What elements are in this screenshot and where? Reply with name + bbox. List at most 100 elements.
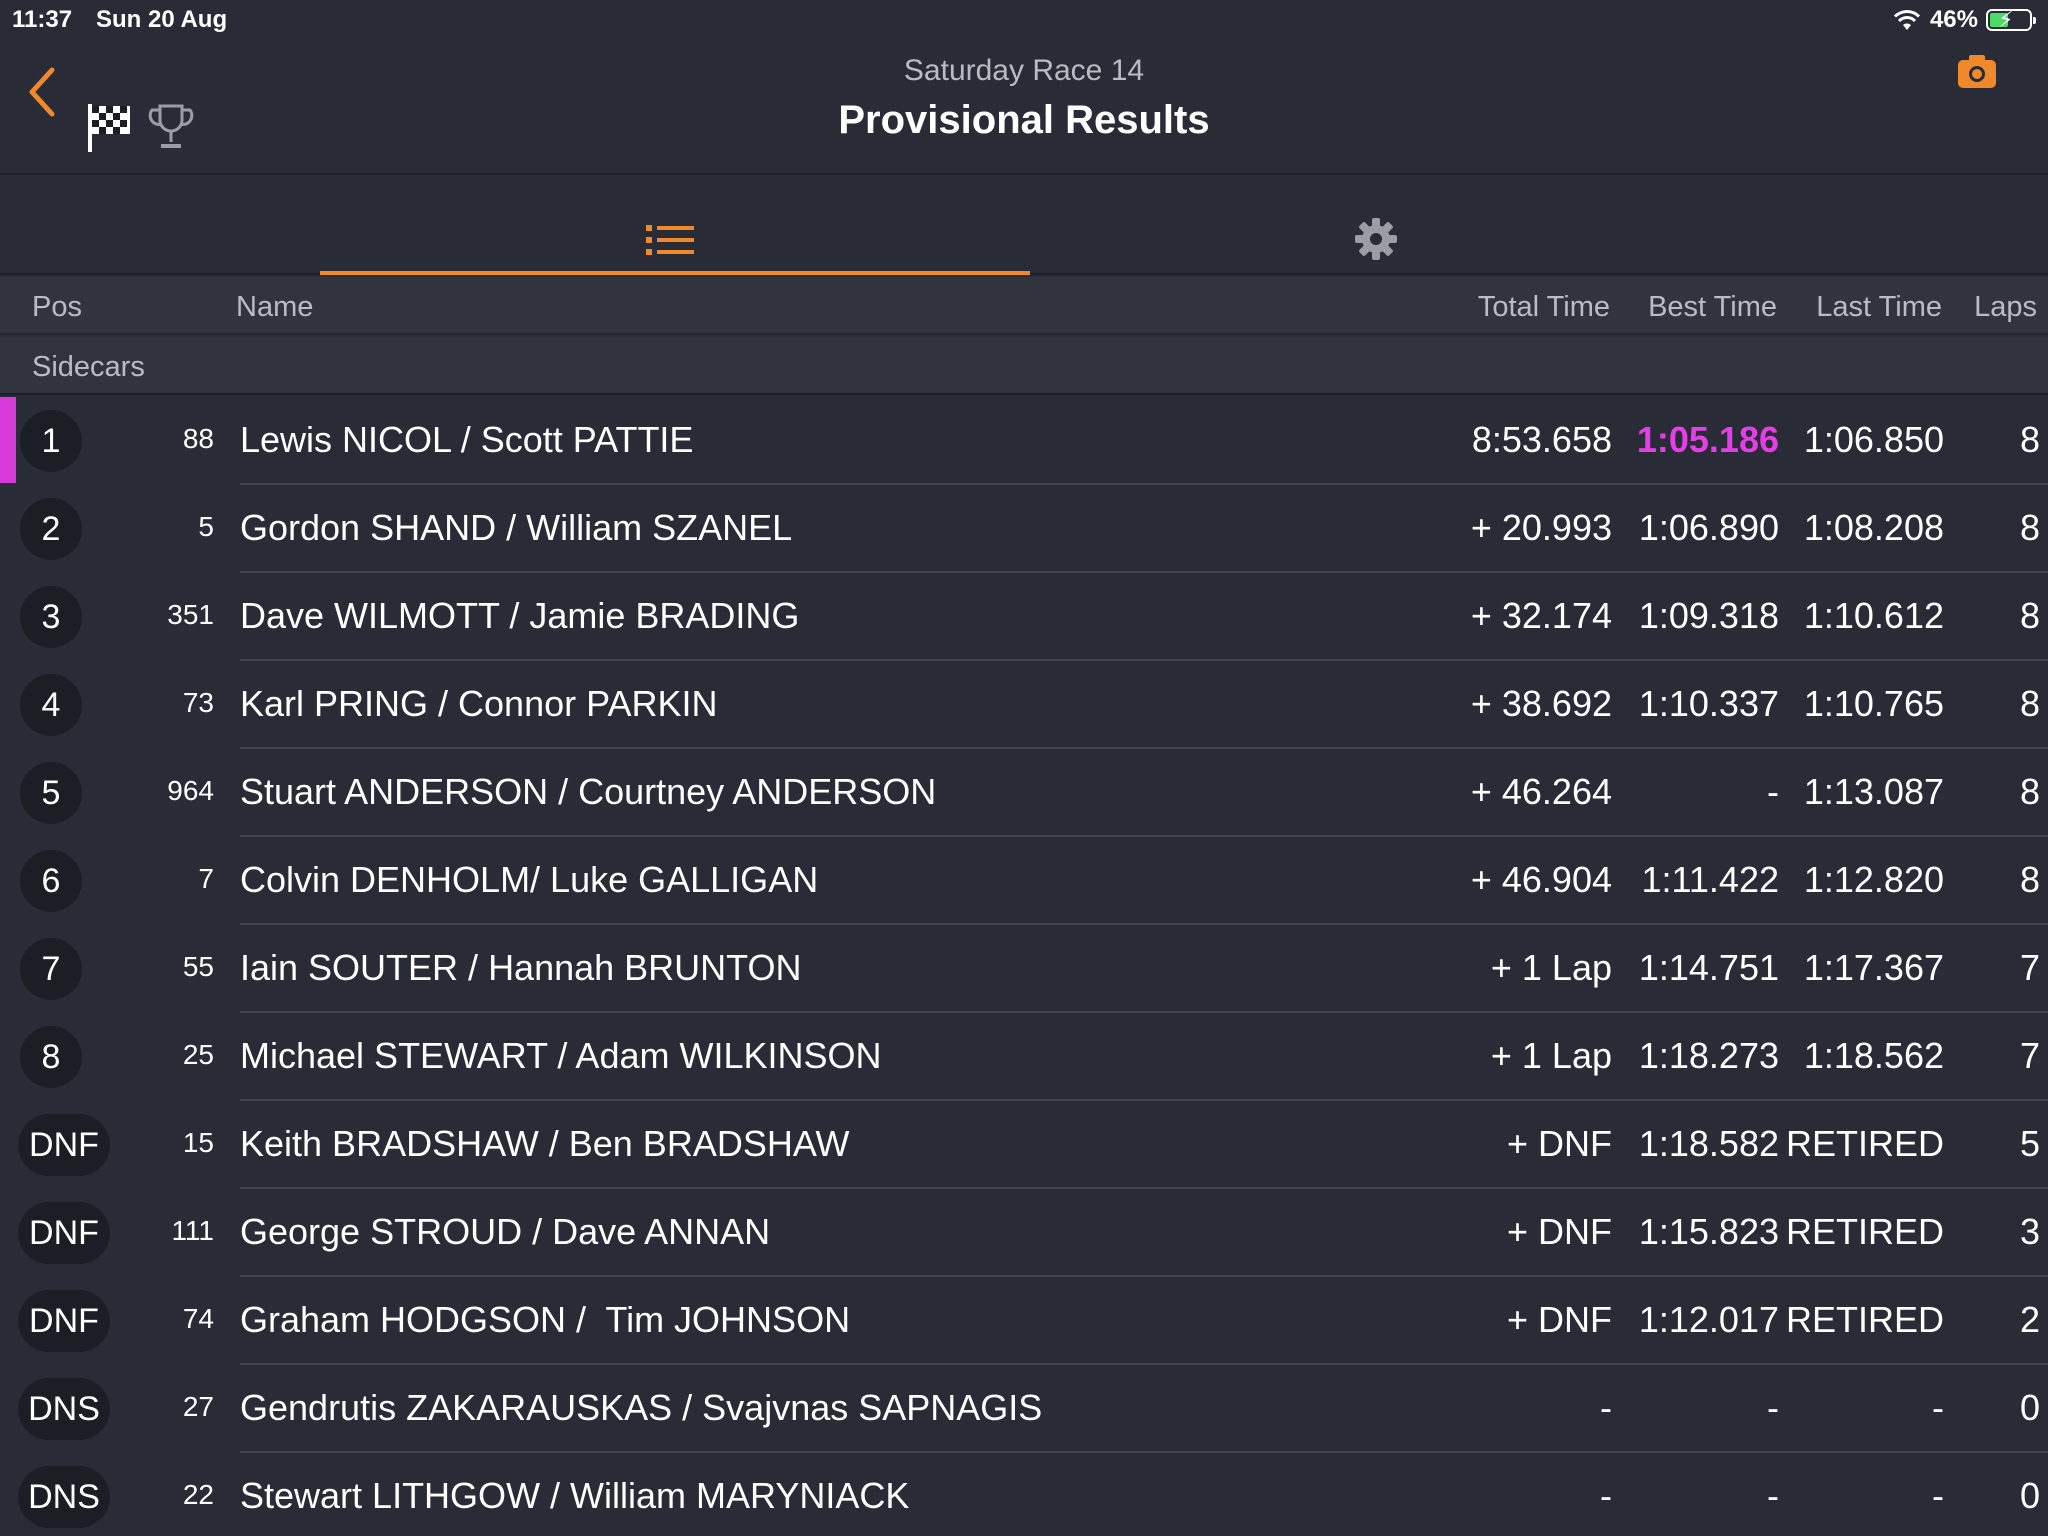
best-time: - — [1767, 771, 1779, 812]
position-badge: DNS — [18, 1378, 110, 1440]
column-best-time[interactable]: Best Time — [1648, 291, 1777, 323]
active-tab-indicator — [320, 271, 1030, 275]
race-subtitle: Saturday Race 14 — [903, 54, 1145, 87]
best-time: 1:18.582 — [1638, 1123, 1779, 1164]
checkered-flag-icon[interactable] — [86, 100, 134, 154]
last-time: RETIRED — [1785, 1299, 1944, 1340]
battery-level — [1990, 13, 2008, 27]
race-number: 5 — [198, 511, 214, 542]
table-row[interactable]: 1 88 Lewis NICOL / Scott PATTIE 8:53.658 1:0… — [0, 397, 2048, 485]
column-name[interactable]: Name — [236, 291, 314, 323]
rider-names: Iain SOUTER / Hannah BRUNTON — [240, 947, 802, 988]
tab-settings-gear-icon[interactable] — [1354, 217, 1398, 261]
rider-names: Gordon SHAND / William SZANEL — [240, 507, 793, 548]
race-number: 55 — [182, 951, 214, 982]
wifi-icon — [1893, 10, 1921, 30]
best-time: 1:09.318 — [1638, 595, 1779, 636]
rider-names: Colvin DENHOLM/ Luke GALLIGAN — [240, 859, 819, 900]
table-row[interactable]: DNS 27 Gendrutis ZAKARAUSKAS / Svajvnas SA… — [0, 1365, 2048, 1453]
table-row[interactable]: 6 7 Colvin DENHOLM/ Luke GALLIGAN + 46.904 1… — [0, 837, 2048, 925]
rider-names: Lewis NICOL / Scott PATTIE — [240, 419, 694, 460]
table-row[interactable]: 8 25 Michael STEWART / Adam WILKINSON + 1 L… — [0, 1013, 2048, 1101]
race-number: 7 — [198, 863, 214, 894]
laps: 2 — [2019, 1299, 2040, 1340]
position-badge: 8 — [20, 1026, 82, 1088]
laps: 8 — [2019, 507, 2040, 548]
total-time: 8:53.658 — [1471, 419, 1612, 460]
rider-names: Stuart ANDERSON / Courtney ANDERSON — [240, 771, 937, 812]
charging-icon: ⚡ — [1998, 7, 2014, 32]
rider-names: Gendrutis ZAKARAUSKAS / Svajvnas SAPNAGI… — [240, 1387, 1043, 1428]
best-time: 1:18.273 — [1638, 1035, 1779, 1076]
total-time: + 1 Lap — [1490, 1035, 1612, 1076]
column-pos[interactable]: Pos — [32, 291, 82, 323]
total-time: - — [1600, 1475, 1612, 1516]
camera-icon[interactable] — [1956, 52, 1998, 90]
table-row[interactable]: DNF 111 George STROUD / Dave ANNAN + DNF 1:1… — [0, 1189, 2048, 1277]
position-badge: 5 — [20, 762, 82, 824]
table-row[interactable]: 7 55 Iain SOUTER / Hannah BRUNTON + 1 Lap 1:… — [0, 925, 2048, 1013]
laps: 8 — [2019, 859, 2040, 900]
table-row[interactable]: 4 73 Karl PRING / Connor PARKIN + 38.692 1:1… — [0, 661, 2048, 749]
last-time: 1:10.612 — [1803, 595, 1944, 636]
laps: 0 — [2019, 1475, 2040, 1516]
best-time: 1:05.186 — [1636, 419, 1779, 460]
table-row[interactable]: 5 964 Stuart ANDERSON / Courtney ANDERSON +… — [0, 749, 2048, 837]
laps: 3 — [2019, 1211, 2040, 1252]
table-row[interactable]: 2 5 Gordon SHAND / William SZANEL + 20.993 1… — [0, 485, 2048, 573]
table-row[interactable]: DNF 15 Keith BRADSHAW / Ben BRADSHAW + DNF 1… — [0, 1101, 2048, 1189]
last-time: 1:17.367 — [1803, 947, 1944, 988]
best-time: 1:11.422 — [1641, 859, 1779, 900]
race-number: 964 — [167, 775, 214, 806]
rider-names: George STROUD / Dave ANNAN — [240, 1211, 771, 1252]
best-time: - — [1767, 1387, 1779, 1428]
total-time: + 46.904 — [1470, 859, 1612, 900]
battery-percent: 46% — [1929, 6, 1978, 33]
total-time: + 46.264 — [1470, 771, 1612, 812]
last-time: RETIRED — [1785, 1211, 1944, 1252]
best-time: 1:15.823 — [1638, 1211, 1779, 1252]
battery-icon: ⚡ — [1986, 7, 2036, 32]
laps: 8 — [2019, 419, 2040, 460]
total-time: + 32.174 — [1470, 595, 1612, 636]
laps: 8 — [2019, 771, 2040, 812]
laps: 7 — [2019, 1035, 2040, 1076]
best-time: 1:12.017 — [1638, 1299, 1779, 1340]
last-time: 1:06.850 — [1803, 419, 1944, 460]
rider-names: Dave WILMOTT / Jamie BRADING — [240, 595, 800, 636]
back-chevron-icon[interactable] — [22, 62, 62, 122]
race-number: 27 — [182, 1391, 214, 1422]
table-header: Pos Name Total Time Best Time Last Time … — [0, 277, 2048, 335]
trophy-icon[interactable] — [148, 102, 194, 152]
rider-names: Karl PRING / Connor PARKIN — [240, 683, 718, 724]
class-section-header: Sidecars — [0, 337, 2048, 395]
last-time: RETIRED — [1785, 1123, 1944, 1164]
rider-names: Stewart LITHGOW / William MARYNIACK — [240, 1475, 910, 1516]
status-indicators: 46% ⚡ — [1892, 6, 2036, 34]
table-row[interactable]: DNF 74 Graham HODGSON / Tim JOHNSON + DNF 1:… — [0, 1277, 2048, 1365]
rider-names: Michael STEWART / Adam WILKINSON — [240, 1035, 882, 1076]
leader-indicator — [0, 397, 16, 483]
list-icon — [646, 225, 694, 255]
position-badge: 7 — [20, 938, 82, 1000]
table-row[interactable]: DNS 22 Stewart LITHGOW / William MARYNIACK… — [0, 1453, 2048, 1536]
position-badge: 6 — [20, 850, 82, 912]
last-time: 1:08.208 — [1803, 507, 1944, 548]
position-badge: DNS — [18, 1466, 110, 1528]
column-total-time[interactable]: Total Time — [1477, 291, 1610, 323]
column-laps[interactable]: Laps — [1974, 291, 2037, 323]
tab-results-list[interactable] — [320, 177, 1030, 275]
rider-names: Keith BRADSHAW / Ben BRADSHAW — [240, 1123, 850, 1164]
race-number: 22 — [182, 1479, 214, 1510]
table-row[interactable]: 3 351 Dave WILMOTT / Jamie BRADING + 32.174… — [0, 573, 2048, 661]
total-time: + 20.993 — [1470, 507, 1612, 548]
last-time: 1:12.820 — [1803, 859, 1944, 900]
laps: 5 — [2019, 1123, 2040, 1164]
laps: 7 — [2019, 947, 2040, 988]
position-badge: 1 — [20, 410, 82, 472]
class-label: Sidecars — [32, 351, 145, 383]
total-time: + 1 Lap — [1490, 947, 1612, 988]
position-badge: 3 — [20, 586, 82, 648]
page-title: Provisional Results — [838, 98, 1210, 142]
column-last-time[interactable]: Last Time — [1816, 291, 1942, 323]
